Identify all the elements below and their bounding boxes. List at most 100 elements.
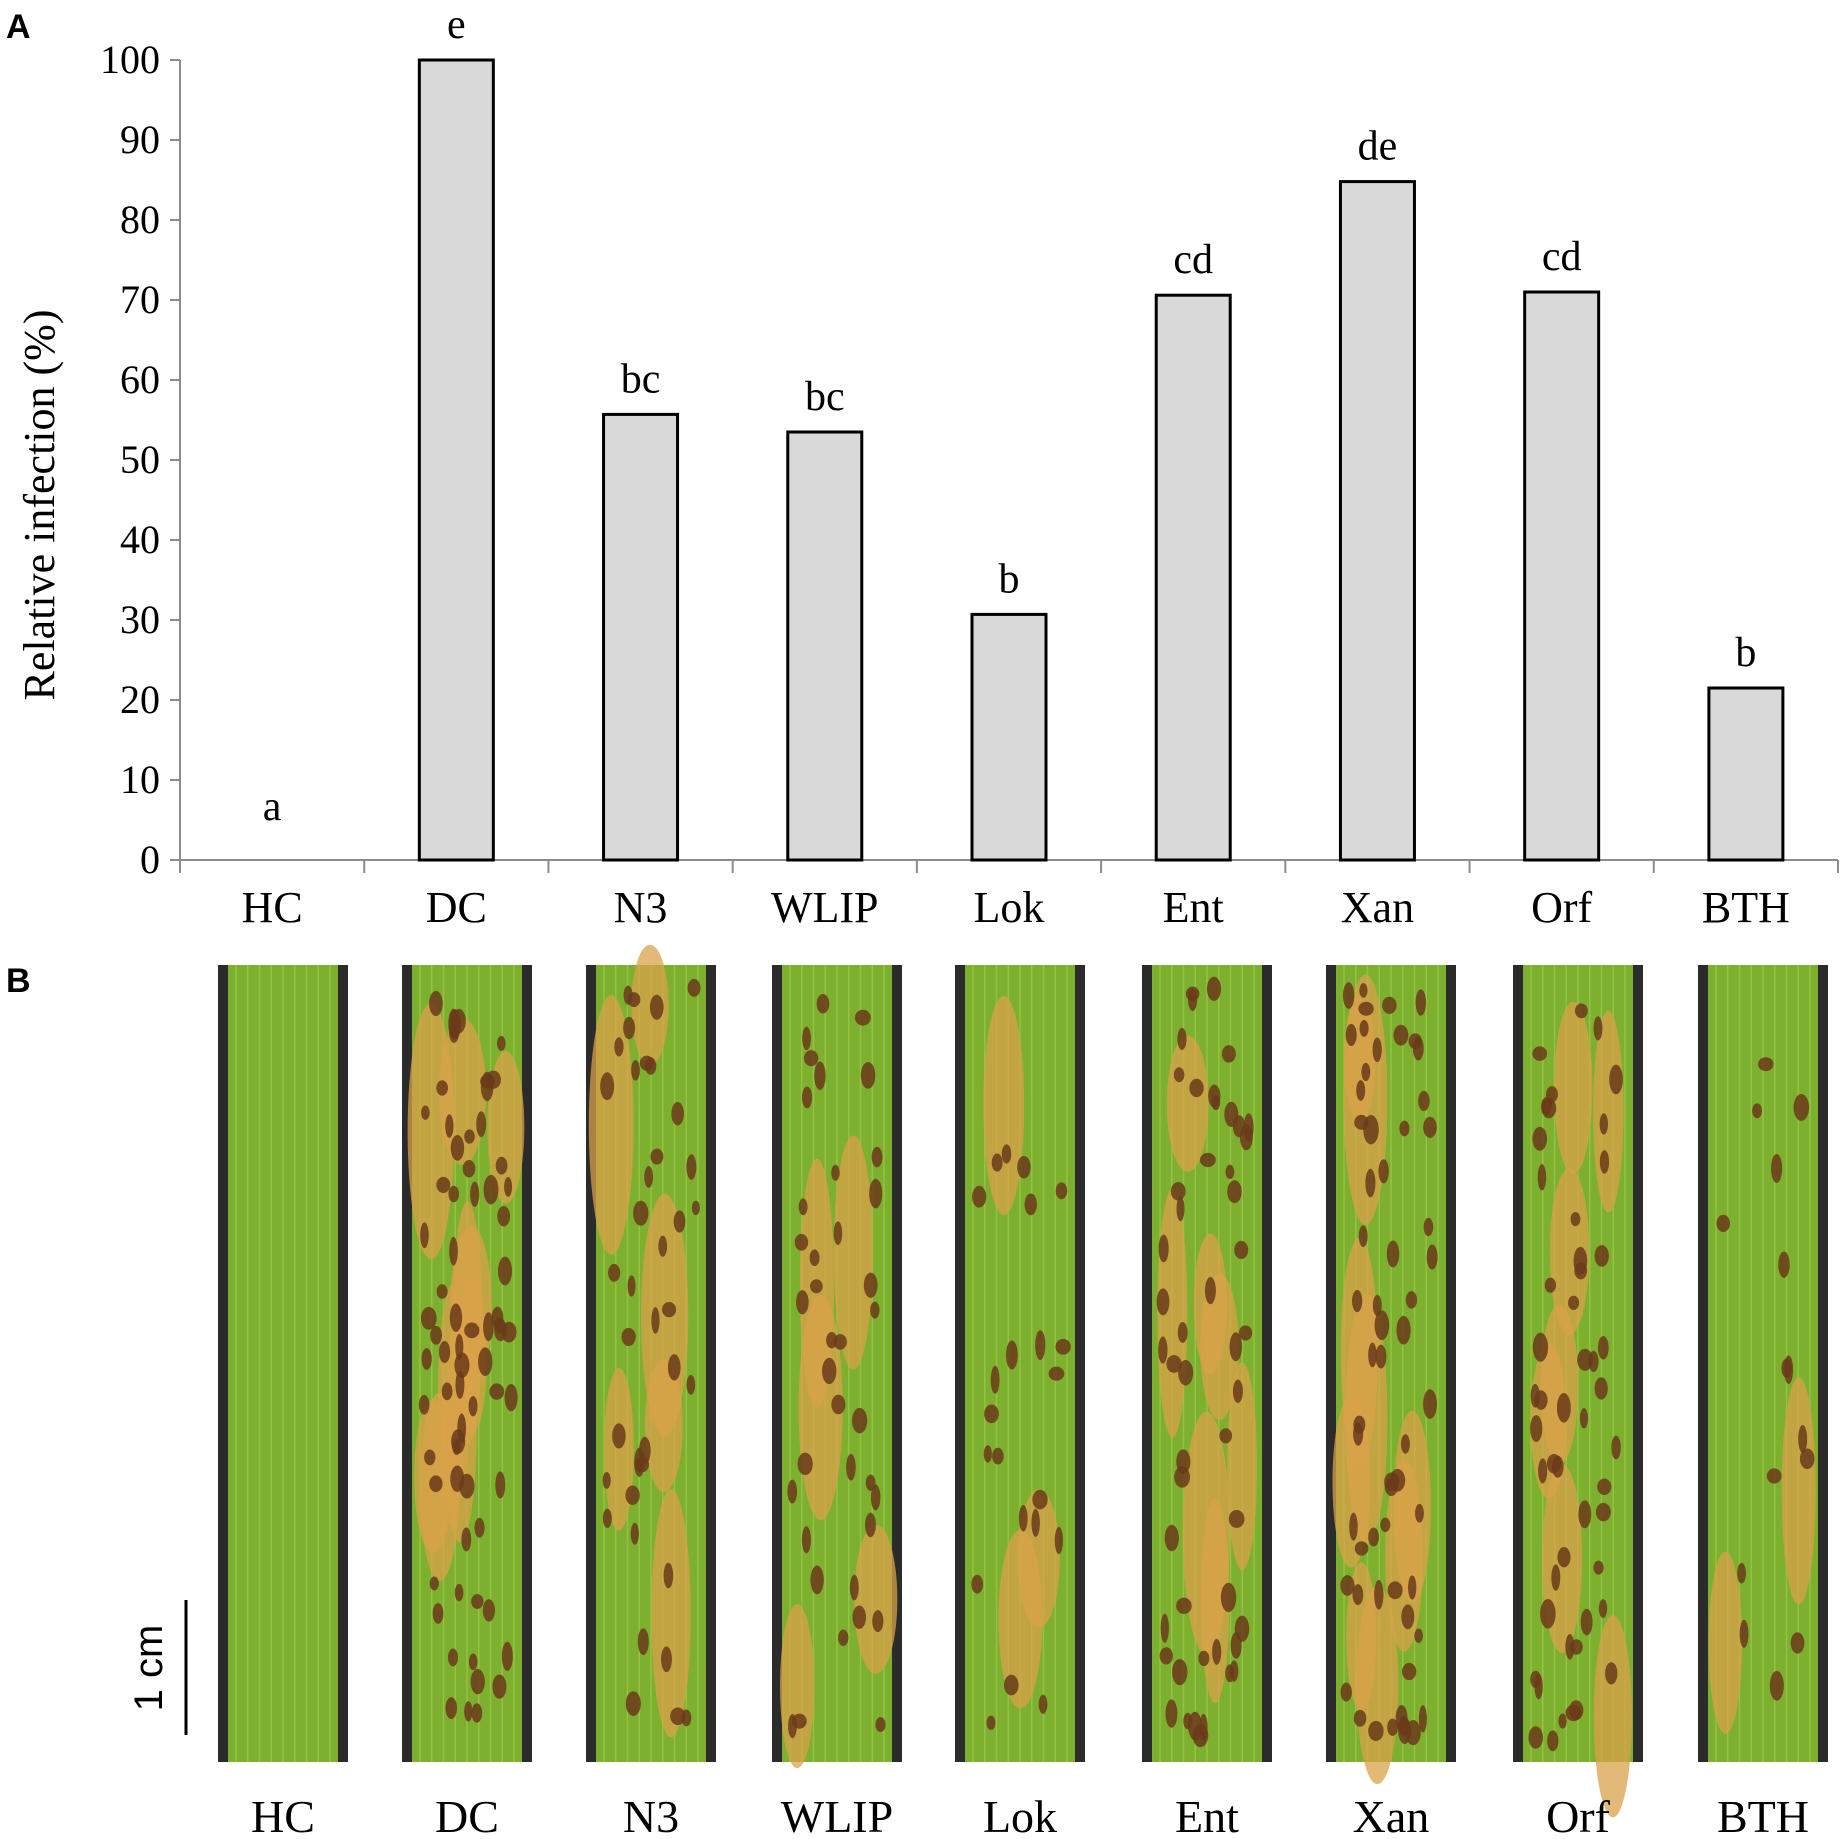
lesion-spot <box>662 1301 677 1318</box>
lesion-spot <box>1569 1700 1584 1721</box>
lesion-spot <box>602 1508 612 1528</box>
lesion-spot <box>1570 1212 1581 1227</box>
lesion-spot <box>1365 1168 1376 1198</box>
lesion-spot <box>1368 1720 1384 1742</box>
y-tick-label: 80 <box>120 197 160 242</box>
y-tick-label: 30 <box>120 597 160 642</box>
lesion-spot <box>471 1594 484 1609</box>
lesion-spot <box>863 1272 878 1298</box>
lesion-spot <box>1540 1599 1556 1629</box>
lesion-spot <box>454 1352 470 1378</box>
lesion-spot <box>1609 1064 1623 1095</box>
lesion-spot <box>1160 1613 1169 1643</box>
lesion-spot <box>691 1200 700 1216</box>
lesion-spot <box>992 1447 1004 1465</box>
lesion-spot <box>860 1061 876 1089</box>
lesion-spot <box>498 1256 513 1286</box>
lesion-spot <box>430 1325 443 1345</box>
lesion-spot <box>470 1181 480 1207</box>
lesion-spot <box>1176 1196 1185 1222</box>
lesion-spot <box>871 1146 883 1168</box>
lesion-spot <box>991 1153 1003 1172</box>
lesion-spot <box>1159 1647 1173 1665</box>
lesion-spot <box>424 1449 436 1466</box>
lesion-spot <box>1611 1435 1621 1460</box>
lesion-spot <box>1597 1335 1609 1360</box>
lesion-spot <box>1204 1277 1216 1305</box>
lesion-spot <box>971 1574 984 1594</box>
leaf-xan <box>1326 965 1456 1785</box>
lesion-spot <box>1541 1098 1557 1119</box>
lesion-spot <box>1340 1682 1352 1702</box>
lesion-spot <box>1358 1001 1374 1016</box>
lesion-spot <box>436 1080 448 1096</box>
lesion-spot <box>671 1102 684 1126</box>
lesion-spot <box>1158 1336 1168 1364</box>
lesion-spot <box>1568 1295 1580 1310</box>
lesion-spot <box>1035 1330 1046 1361</box>
lesion-spot <box>852 1605 866 1630</box>
lesion-spot <box>1769 1670 1784 1701</box>
lesion-spot <box>649 994 664 1020</box>
lesion-spot <box>448 1185 460 1203</box>
lesion-spot <box>461 1527 472 1552</box>
lesion-spot <box>1024 1193 1037 1216</box>
x-category-label: Ent <box>1163 883 1224 932</box>
lesion-spot <box>1399 1120 1410 1137</box>
lesion-spot <box>608 1263 621 1282</box>
lesion-spot <box>1799 1448 1815 1470</box>
lesion-spot <box>452 1438 461 1456</box>
y-tick-label: 10 <box>120 757 160 802</box>
lesion-spot <box>1384 1478 1398 1496</box>
leaf-panel: HC DC N3 WLIP Lok Ent Xan Orf BTH 1 cm <box>127 944 1828 1839</box>
lesion-spot <box>1054 1526 1063 1555</box>
lesion-spot <box>796 1290 809 1315</box>
lesion-spot <box>1158 1234 1169 1263</box>
lesion-spot <box>1580 1608 1593 1636</box>
chlorotic-area <box>1182 1411 1230 1655</box>
lesion-spot <box>1018 1505 1028 1532</box>
lesion-spot <box>429 990 443 1017</box>
lesion-spot <box>816 994 830 1014</box>
lesion-spot <box>990 1365 1000 1394</box>
lesion-spot <box>1225 1664 1235 1683</box>
lesion-spot <box>489 1383 505 1400</box>
lesion-spot <box>1778 1251 1790 1278</box>
lesion-spot <box>450 1465 465 1493</box>
lesion-spot <box>1353 1709 1367 1727</box>
leaf-hc <box>218 965 348 1762</box>
lesion-spot <box>1397 1716 1410 1737</box>
lesion-spot <box>1055 1338 1071 1355</box>
lesion-spot <box>984 1404 999 1424</box>
lesion-spot <box>1798 1425 1808 1453</box>
bar-orf <box>1523 290 1601 862</box>
lesion-spot <box>1232 1379 1243 1404</box>
lesion-spot <box>1219 1428 1233 1444</box>
bar-n3 <box>602 412 680 862</box>
lesion-spot <box>478 1347 493 1377</box>
lesion-spot <box>870 1301 880 1319</box>
lesion-spot <box>1375 1344 1387 1369</box>
lesion-spot <box>1166 1355 1182 1373</box>
bar-xan <box>1338 180 1416 862</box>
lesion-spot <box>849 1574 859 1601</box>
lesion-spot <box>1177 1322 1188 1343</box>
chlorotic-area <box>1385 1459 1424 1652</box>
lesion-spot <box>1361 1062 1371 1082</box>
significance-label: b <box>999 556 1020 602</box>
x-category-label: N3 <box>614 883 668 932</box>
lesion-spot <box>787 1479 798 1504</box>
lesion-spot <box>667 1354 681 1381</box>
lesion-spot <box>792 1713 807 1729</box>
lesion-spot <box>1528 1726 1543 1749</box>
lesion-spot <box>1530 1383 1540 1408</box>
chlorotic-area <box>854 1524 898 1674</box>
lesion-spot <box>872 1610 884 1633</box>
lesion-spot <box>436 1284 448 1299</box>
lesion-spot <box>1165 1699 1178 1728</box>
panel-label-a: A <box>6 8 31 46</box>
lesion-spot <box>810 1279 823 1294</box>
lesion-spot <box>1588 1350 1599 1373</box>
chlorotic-area <box>1593 1010 1624 1213</box>
